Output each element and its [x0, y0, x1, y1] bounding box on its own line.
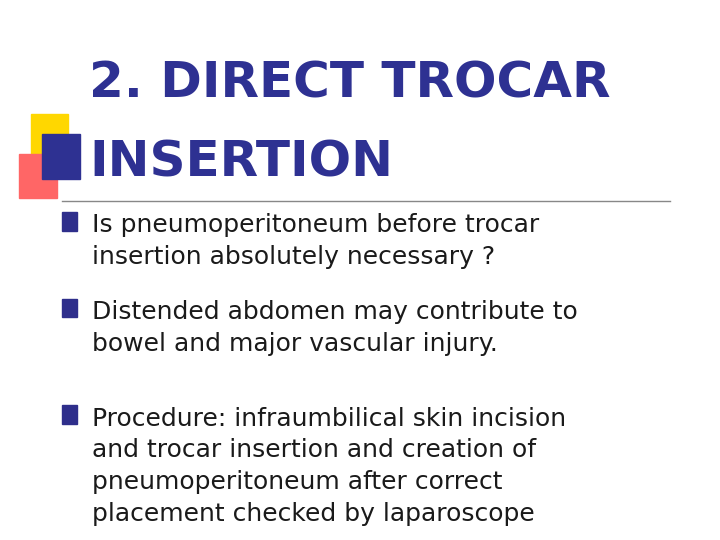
- Bar: [61, 405, 76, 424]
- Text: Is pneumoperitoneum before trocar
insertion absolutely necessary ?: Is pneumoperitoneum before trocar insert…: [92, 213, 539, 269]
- Bar: [61, 212, 76, 231]
- Text: Distended abdomen may contribute to
bowel and major vascular injury.: Distended abdomen may contribute to bowe…: [92, 300, 578, 356]
- Bar: [42, 134, 80, 179]
- Bar: [61, 299, 76, 318]
- Text: 2. DIRECT TROCAR: 2. DIRECT TROCAR: [89, 59, 611, 107]
- Bar: [19, 154, 57, 198]
- Bar: [31, 114, 68, 159]
- Text: INSERTION: INSERTION: [89, 139, 393, 187]
- Text: Procedure: infraumbilical skin incision
and trocar insertion and creation of
pne: Procedure: infraumbilical skin incision …: [92, 407, 567, 525]
